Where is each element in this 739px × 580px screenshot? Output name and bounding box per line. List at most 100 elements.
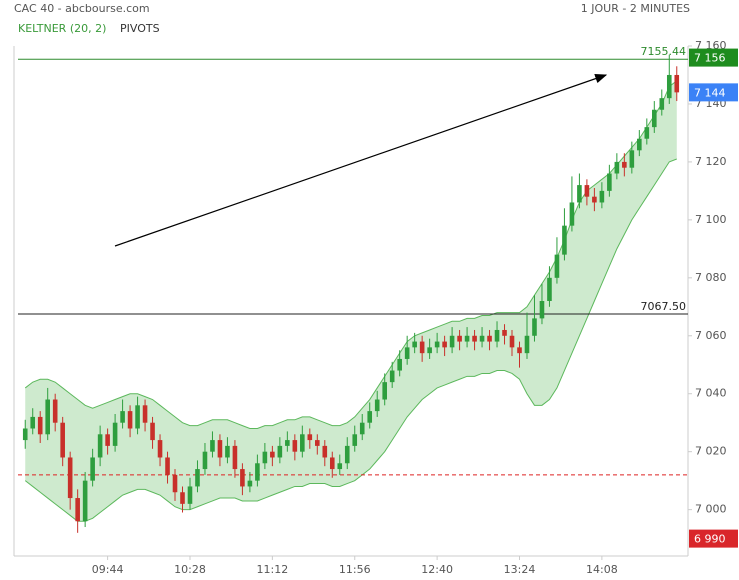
candle-body bbox=[382, 382, 387, 400]
candle-body bbox=[457, 335, 462, 342]
candle-body bbox=[652, 109, 657, 128]
candle-body bbox=[165, 457, 170, 475]
y-tick-label: 7 120 bbox=[695, 155, 727, 168]
y-tick-label: 7 020 bbox=[695, 445, 727, 458]
candle-body bbox=[105, 434, 110, 446]
x-tick-label: 12:40 bbox=[421, 563, 453, 576]
y-tick-label: 7 060 bbox=[695, 329, 727, 342]
candle-body bbox=[517, 347, 522, 354]
x-tick-label: 11:56 bbox=[339, 563, 371, 576]
keltner-upper bbox=[24, 80, 678, 429]
candle-body bbox=[30, 416, 36, 429]
candle-body bbox=[472, 335, 477, 342]
candle-body bbox=[210, 440, 215, 452]
y-tick-label: 7 040 bbox=[695, 387, 727, 400]
candle-body bbox=[592, 196, 597, 203]
candle-body bbox=[674, 74, 680, 93]
candle-body bbox=[195, 469, 200, 487]
candle-body bbox=[22, 428, 28, 441]
x-tick-label: 10:28 bbox=[174, 563, 206, 576]
candle-body bbox=[442, 341, 447, 348]
keltner-band bbox=[25, 80, 677, 522]
candle-body bbox=[389, 370, 395, 383]
candle-body bbox=[449, 335, 455, 348]
pivot-label: 7155.44 bbox=[641, 45, 687, 58]
candle-body bbox=[217, 440, 223, 458]
candle-body bbox=[90, 457, 95, 481]
candle-body bbox=[644, 127, 650, 139]
candle-body bbox=[127, 411, 133, 429]
candle-body bbox=[52, 399, 58, 423]
candle-body bbox=[412, 341, 417, 348]
candle-body bbox=[524, 335, 530, 354]
candle-body bbox=[547, 277, 552, 301]
candle-body bbox=[509, 335, 515, 348]
candle-body bbox=[300, 434, 305, 452]
candle-body bbox=[240, 469, 245, 487]
candle-body bbox=[404, 347, 410, 359]
price-tag bbox=[689, 83, 738, 102]
y-tick-label: 7 100 bbox=[695, 213, 727, 226]
candle-body bbox=[285, 440, 290, 446]
indicator-label[interactable]: KELTNER (20, 2) bbox=[18, 22, 106, 35]
period-label: 1 JOUR - 2 MINUTES bbox=[581, 2, 690, 15]
candle-body bbox=[97, 434, 103, 458]
trend-arrow bbox=[114, 74, 608, 247]
indicator-label[interactable]: PIVOTS bbox=[120, 22, 160, 35]
candle-body bbox=[614, 161, 620, 174]
price-tag-label: 7 156 bbox=[694, 52, 726, 65]
candle-body bbox=[270, 451, 275, 458]
x-tick-label: 14:08 bbox=[586, 563, 618, 576]
x-tick-label: 09:44 bbox=[92, 563, 124, 576]
candle-body bbox=[120, 411, 125, 423]
candle-body bbox=[554, 254, 560, 278]
candle-body bbox=[637, 138, 642, 151]
candle-body bbox=[569, 202, 575, 226]
candle-body bbox=[232, 445, 238, 470]
candle-body bbox=[584, 185, 590, 197]
candle-body bbox=[247, 480, 253, 487]
candle-body bbox=[577, 185, 582, 203]
candle-body bbox=[75, 498, 80, 522]
candle-body bbox=[187, 486, 193, 504]
candle-body bbox=[172, 474, 178, 493]
candle-body bbox=[255, 463, 260, 481]
candle-body bbox=[157, 440, 163, 458]
candle-body bbox=[277, 445, 283, 458]
candle-body bbox=[464, 335, 470, 342]
candle-body bbox=[487, 335, 492, 342]
y-tick-label: 7 000 bbox=[695, 503, 727, 516]
candle-body bbox=[666, 74, 672, 99]
chart-title: CAC 40 - abcbourse.com bbox=[14, 2, 150, 15]
candle-body bbox=[292, 440, 298, 452]
candle-body bbox=[322, 445, 328, 458]
y-tick-label: 7 080 bbox=[695, 271, 727, 284]
candle-body bbox=[150, 422, 155, 441]
candle-body bbox=[202, 451, 208, 470]
candle-body bbox=[494, 329, 500, 342]
candle-body bbox=[82, 480, 88, 522]
price-tag-label: 7 144 bbox=[694, 86, 726, 99]
x-tick-label: 11:12 bbox=[257, 563, 289, 576]
candle-body bbox=[45, 399, 50, 435]
candle-body bbox=[607, 173, 612, 191]
pivot-label: 7067.50 bbox=[641, 300, 687, 313]
candle-body bbox=[262, 451, 268, 464]
candle-body bbox=[434, 341, 440, 348]
candle-body bbox=[37, 416, 43, 435]
candle-body bbox=[337, 463, 343, 470]
candle-body bbox=[532, 318, 537, 336]
candle-body bbox=[659, 98, 665, 110]
candle-body bbox=[629, 150, 635, 168]
candle-body bbox=[479, 335, 485, 342]
candle-body bbox=[539, 301, 545, 319]
price-tag bbox=[689, 48, 738, 67]
candle-body bbox=[367, 411, 373, 423]
candle-body bbox=[419, 341, 425, 354]
candle-body bbox=[344, 445, 350, 464]
x-tick-label: 13:24 bbox=[504, 563, 536, 576]
candle-body bbox=[60, 422, 65, 458]
price-tag bbox=[689, 529, 738, 548]
price-tag-label: 6 990 bbox=[694, 533, 726, 546]
candle-body bbox=[135, 405, 140, 429]
